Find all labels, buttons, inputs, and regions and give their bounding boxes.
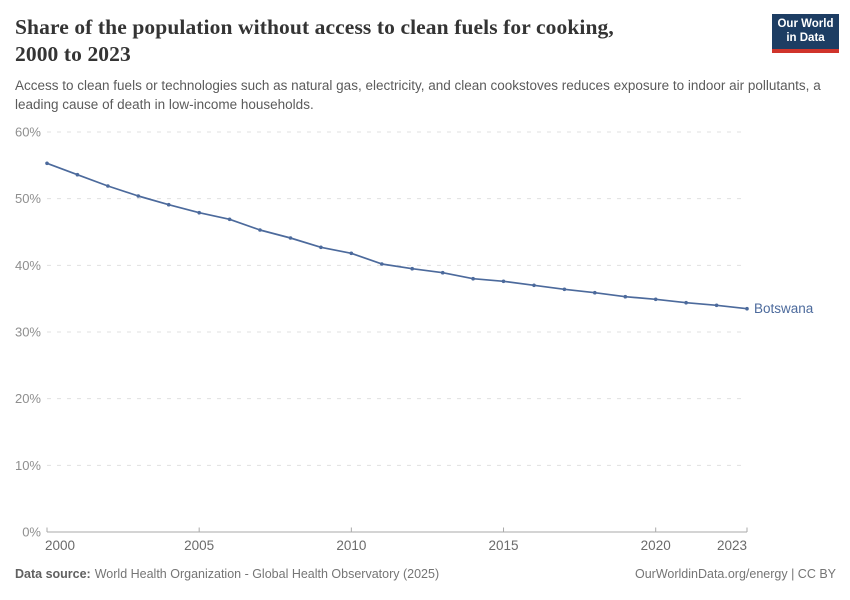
data-point	[684, 300, 688, 305]
x-tick-label: 2010	[336, 538, 366, 553]
y-tick-label: 50%	[15, 191, 41, 206]
chart-title: Share of the population without access t…	[15, 14, 760, 68]
data-point	[501, 279, 506, 284]
data-point	[227, 217, 232, 222]
data-point	[288, 236, 293, 240]
data-point	[532, 283, 536, 288]
data-point	[410, 266, 415, 271]
data-source-text: World Health Organization - Global Healt…	[94, 567, 440, 581]
y-tick-label: 40%	[15, 258, 41, 273]
data-point	[258, 228, 262, 232]
series-label: Botswana	[754, 301, 814, 316]
x-tick-label: 2020	[641, 538, 671, 553]
owid-logo: Our World in Data	[772, 14, 839, 53]
owid-logo-line2: in Data	[786, 32, 825, 44]
chart-footer: Data source: World Health Organization - …	[0, 566, 850, 583]
data-point	[623, 294, 628, 299]
y-tick-label: 60%	[15, 125, 41, 140]
data-point	[440, 270, 445, 275]
data-source-label: Data source:	[15, 567, 91, 581]
data-point	[75, 172, 80, 177]
data-point	[714, 303, 719, 308]
x-tick-label: 2023	[717, 538, 747, 553]
x-tick-label: 2015	[488, 538, 518, 553]
data-point	[136, 194, 141, 198]
series-line-botswana	[46, 162, 748, 310]
data-point	[745, 306, 749, 311]
x-tick-label: 2000	[45, 538, 75, 553]
y-tick-label: 30%	[15, 325, 41, 340]
y-tick-label: 10%	[15, 458, 41, 473]
chart-header: Share of the population without access t…	[15, 14, 821, 114]
chart-title-line1: Share of the population without access t…	[15, 15, 614, 39]
data-point	[45, 161, 49, 166]
data-point	[319, 245, 323, 250]
data-source-line: Data source: World Health Organization - …	[15, 566, 439, 583]
y-tick-label: 20%	[15, 391, 41, 406]
data-point	[106, 184, 110, 188]
data-point	[349, 251, 354, 256]
y-tick-label: 0%	[22, 525, 41, 540]
data-point	[197, 210, 201, 215]
data-point	[562, 287, 567, 292]
data-point	[166, 202, 171, 207]
x-tick-label: 2005	[184, 538, 214, 553]
data-point	[593, 290, 597, 295]
data-point	[653, 297, 658, 302]
chart-title-line2: 2000 to 2023	[15, 42, 131, 66]
data-point	[471, 276, 475, 281]
chart-subtitle: Access to clean fuels or technologies su…	[15, 78, 821, 112]
data-point	[380, 262, 384, 266]
owid-logo-line1: Our World	[777, 18, 834, 30]
credit-line: OurWorldinData.org/energy | CC BY	[634, 567, 836, 581]
